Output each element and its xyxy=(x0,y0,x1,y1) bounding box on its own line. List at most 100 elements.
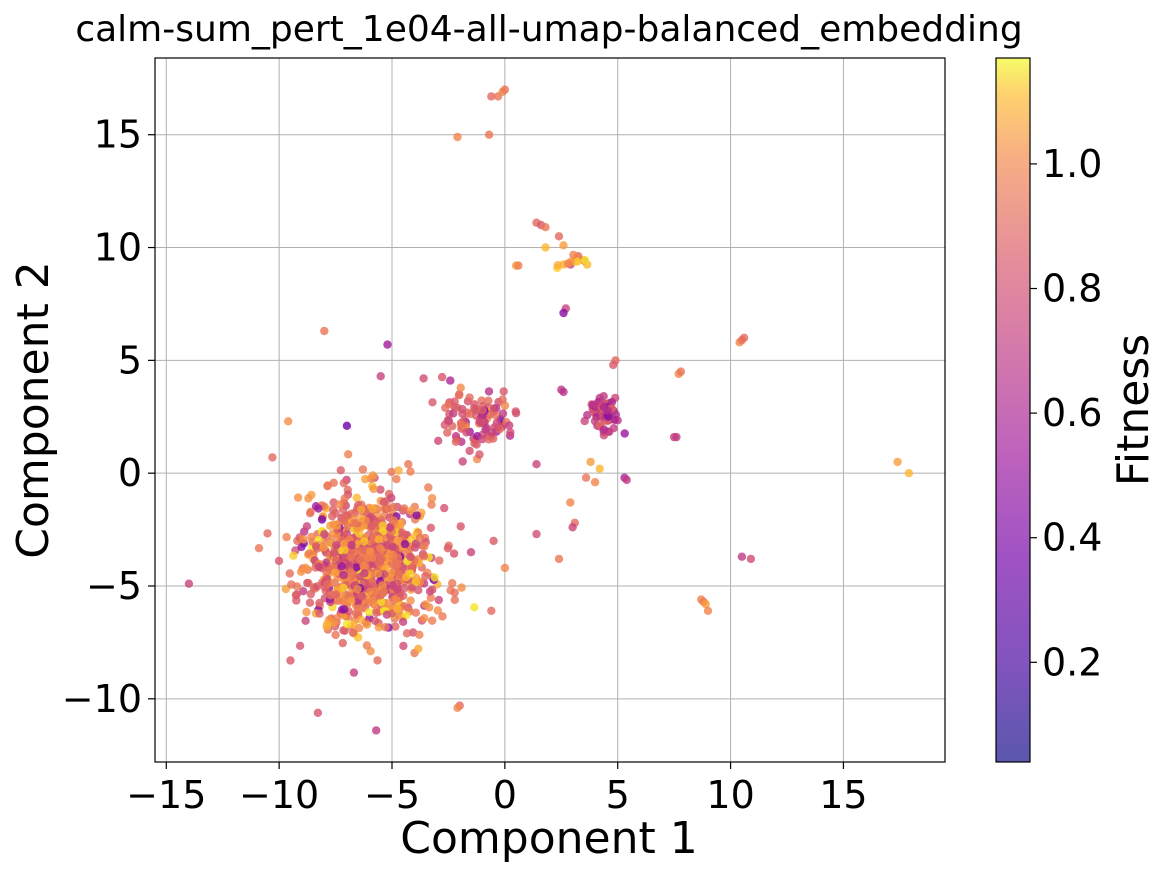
data-point xyxy=(301,616,310,625)
data-point xyxy=(285,569,294,578)
data-point xyxy=(599,392,608,401)
data-point xyxy=(437,372,447,382)
data-point xyxy=(331,630,340,640)
data-point xyxy=(476,417,485,427)
data-point xyxy=(360,569,369,578)
colorbar-tick-label: 0.4 xyxy=(1042,516,1102,560)
colorbar-ticks: 0.2 0.4 0.6 0.8 1.0 xyxy=(1030,142,1102,684)
data-point xyxy=(376,543,385,553)
data-point xyxy=(505,421,514,430)
data-point xyxy=(412,511,421,520)
data-point xyxy=(448,579,457,588)
data-point xyxy=(484,387,494,396)
data-point xyxy=(500,85,510,94)
data-point xyxy=(411,577,421,586)
data-point xyxy=(302,522,312,531)
data-point xyxy=(323,579,332,589)
data-point xyxy=(313,708,323,717)
data-point xyxy=(607,398,617,407)
data-point xyxy=(443,544,452,553)
data-point xyxy=(456,522,465,531)
plot-frame xyxy=(154,57,946,763)
grid xyxy=(155,58,945,762)
data-point xyxy=(457,583,466,592)
data-point xyxy=(450,588,459,597)
data-point xyxy=(378,521,387,530)
data-point xyxy=(293,493,303,502)
data-point xyxy=(406,467,415,476)
x-tick-label: −5 xyxy=(364,773,420,817)
data-point xyxy=(286,656,295,665)
data-point xyxy=(184,579,194,588)
data-point xyxy=(426,523,436,532)
data-point xyxy=(443,416,452,425)
data-point xyxy=(424,483,433,492)
data-point xyxy=(408,628,418,637)
data-point xyxy=(393,537,402,546)
data-point xyxy=(420,542,429,551)
data-point xyxy=(532,529,541,539)
y-tick-label: 15 xyxy=(94,113,142,157)
data-point xyxy=(394,466,403,475)
data-point xyxy=(392,474,401,484)
data-point xyxy=(301,563,310,572)
data-point xyxy=(305,509,315,518)
data-point xyxy=(487,428,497,437)
data-point xyxy=(456,420,466,429)
y-tick-label: 10 xyxy=(94,226,142,270)
data-point xyxy=(329,505,338,514)
data-point xyxy=(378,581,387,590)
data-point xyxy=(299,535,308,544)
data-point xyxy=(392,585,402,594)
colorbar-label: Fitness xyxy=(1108,334,1159,486)
data-point xyxy=(569,250,578,260)
data-point xyxy=(364,598,373,607)
data-point xyxy=(399,641,408,651)
y-axis: −10 −5 0 5 10 15 xyxy=(62,113,155,721)
data-point xyxy=(573,257,582,266)
data-point xyxy=(456,383,465,392)
data-point xyxy=(406,552,415,561)
data-point xyxy=(337,562,346,571)
colorbar xyxy=(996,58,1030,762)
data-point xyxy=(478,435,487,444)
data-point xyxy=(739,333,749,342)
data-point xyxy=(398,617,408,626)
data-point xyxy=(609,424,618,433)
data-point xyxy=(406,506,416,515)
data-point xyxy=(326,591,335,600)
data-point xyxy=(481,425,490,434)
data-point xyxy=(332,541,341,550)
data-point xyxy=(399,504,409,513)
x-axis-label: Component 1 xyxy=(400,813,697,864)
data-point xyxy=(493,423,502,432)
data-point xyxy=(319,543,328,552)
data-point xyxy=(580,256,590,265)
data-point xyxy=(348,628,358,637)
chart-title: calm-sum_pert_1e04-all-umap-balanced_emb… xyxy=(75,9,1022,50)
colorbar-tick-label: 0.2 xyxy=(1042,640,1102,684)
colorbar-frame xyxy=(995,57,1031,763)
colorbar-tick-label: 0.8 xyxy=(1042,267,1102,311)
data-point xyxy=(368,471,378,480)
data-point xyxy=(489,536,498,546)
data-point xyxy=(377,554,386,563)
data-point xyxy=(394,569,403,578)
data-point xyxy=(388,542,397,551)
data-point xyxy=(355,555,364,565)
data-point xyxy=(484,396,493,405)
data-point xyxy=(471,405,480,414)
data-point xyxy=(458,457,467,466)
data-point xyxy=(487,92,496,101)
data-point xyxy=(434,595,443,605)
data-point xyxy=(317,515,327,524)
data-point xyxy=(329,478,338,487)
data-point xyxy=(358,465,368,474)
data-point xyxy=(428,616,437,625)
data-point xyxy=(315,598,324,608)
data-point xyxy=(415,533,425,543)
data-point xyxy=(339,478,348,488)
data-point xyxy=(387,467,396,477)
data-point xyxy=(415,630,424,639)
